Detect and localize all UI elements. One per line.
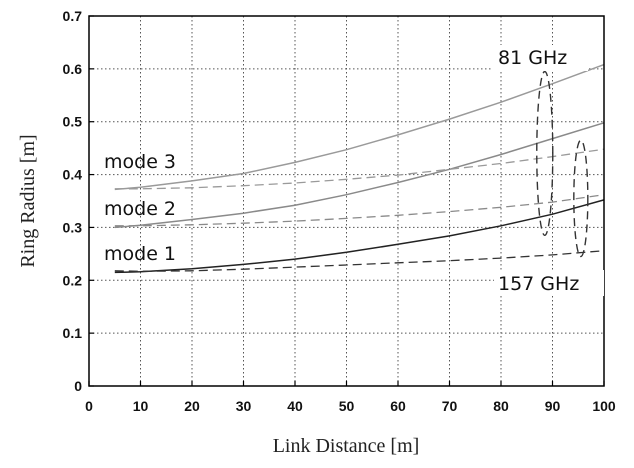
- x-tick-label: 100: [592, 398, 616, 414]
- label-bg-81ghz: [492, 45, 588, 71]
- y-tick-label: 0.6: [63, 61, 83, 77]
- series-line-1: [114, 122, 605, 229]
- x-tick-label: 70: [442, 398, 458, 414]
- freq-81ghz-label: 81 GHz: [498, 47, 567, 69]
- x-tick-label: 50: [339, 398, 355, 414]
- mode-1-label: mode 1: [104, 243, 176, 265]
- x-tick-label: 80: [493, 398, 509, 414]
- y-tick-label: 0.5: [63, 114, 83, 130]
- x-tick-label: 40: [287, 398, 303, 414]
- mode-3-label: mode 3: [104, 151, 176, 173]
- y-tick-label: 0: [74, 378, 82, 394]
- x-tick-labels: 0 10 20 30 40 50 60 70 80 90 100: [85, 398, 616, 414]
- freq-157ghz-label: 157 GHz: [498, 273, 579, 295]
- y-tick-labels: 0 0.1 0.2 0.3 0.4 0.5 0.6 0.7: [63, 8, 83, 394]
- ellipse-81ghz: [536, 70, 554, 237]
- x-tick-label: 10: [133, 398, 149, 414]
- y-tick-label: 0.4: [63, 167, 83, 183]
- label-bg-157ghz: [494, 270, 604, 296]
- y-tick-label: 0.1: [63, 325, 83, 341]
- x-axis-title: Link Distance [m]: [273, 435, 420, 457]
- series-line-4: [114, 194, 605, 227]
- y-tick-label: 0.7: [63, 8, 83, 24]
- x-tick-label: 60: [390, 398, 406, 414]
- tick-marks: [88, 15, 605, 387]
- series-lines: [114, 63, 605, 274]
- series-line-3: [114, 250, 605, 272]
- series-line-5: [114, 148, 605, 190]
- series-line-2: [114, 63, 605, 191]
- ellipse-157ghz: [573, 139, 589, 258]
- x-tick-label: 20: [184, 398, 200, 414]
- x-tick-label: 30: [236, 398, 252, 414]
- x-tick-label: 90: [545, 398, 561, 414]
- y-axis-title: Ring Radius [m]: [17, 134, 39, 267]
- y-tick-label: 0.2: [63, 272, 83, 288]
- x-tick-label: 0: [85, 398, 93, 414]
- series-line-0: [114, 199, 605, 274]
- y-tick-label: 0.3: [63, 219, 83, 235]
- mode-2-label: mode 2: [104, 198, 176, 220]
- frequency-ellipses: [536, 70, 589, 258]
